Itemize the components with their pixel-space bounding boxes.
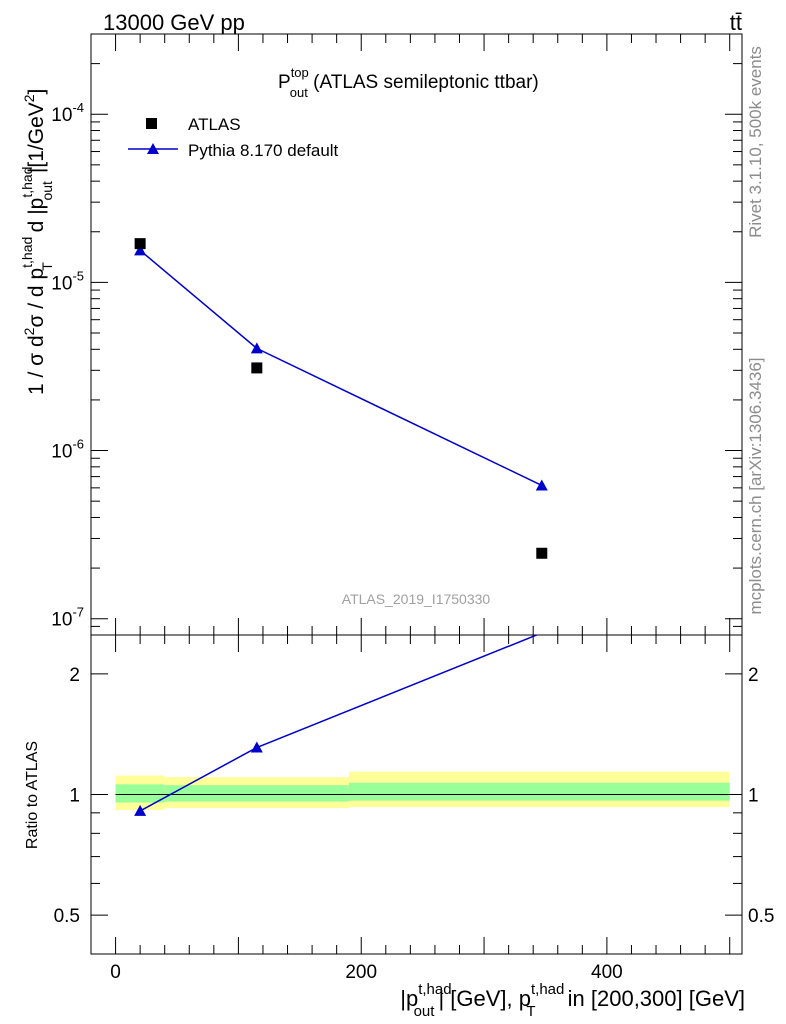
ratio-y-tick-label-right: 1 <box>748 786 759 807</box>
ratio-band-inner <box>164 785 349 802</box>
main-y-tick-label: 10-6 <box>51 437 84 463</box>
pythia-line <box>139 249 543 487</box>
ratio-bands <box>115 771 730 810</box>
ratio-x-tick-label: 200 <box>345 962 377 983</box>
ratio-xlabel: |pt,had out| [GeV], pt,had T in [200,300] … <box>400 981 745 1020</box>
ratio-y-tick-label: 2 <box>69 665 80 686</box>
ratio-pythia-point <box>250 741 263 753</box>
atlas-point <box>134 238 146 250</box>
tick-labels: 10-7 10-6 10-5 10-4 0 200 400 0.5 0.5 1 1 2 2 <box>51 100 774 983</box>
legend-marker-pythia <box>147 143 159 154</box>
ratio-y-tick-label: 1 <box>69 786 80 807</box>
legend: ATLAS Pythia 8.170 default <box>128 115 339 160</box>
main-y-tick-label: 10-7 <box>51 605 84 631</box>
pythia-point <box>134 244 147 256</box>
ratio-pythia-point <box>134 804 147 816</box>
legend-label-pythia: Pythia 8.170 default <box>188 141 339 160</box>
atlas-point <box>536 547 548 559</box>
ratio-y-tick-label-right: 0.5 <box>748 906 774 927</box>
ratio-ylabel: Ratio to ATLAS <box>24 741 41 849</box>
process-label: tt̄ <box>730 10 742 35</box>
axis-ticks <box>91 34 742 954</box>
ratio-x-tick-label: 0 <box>110 962 121 983</box>
ratio-band-inner <box>115 784 165 803</box>
ratio-y-tick-label: 0.5 <box>54 906 80 927</box>
main-marks <box>134 238 548 559</box>
pythia-point <box>250 342 263 354</box>
main-y-tick-label: 10-4 <box>51 100 84 126</box>
main-title: Ptop out (ATLAS semileptonic ttbar) <box>278 65 539 100</box>
analysis-watermark: ATLAS_2019_I1750330 <box>342 591 491 607</box>
ratio-marks <box>134 635 539 816</box>
main-ylabel: 1 / σ d2σ / d pt,had T d |pt,had out|[1/Ge… <box>19 89 55 395</box>
mcplots-label: mcplots.cern.ch [arXiv:1306.3436] <box>746 357 765 614</box>
legend-marker-atlas <box>146 118 157 129</box>
rivet-label: Rivet 3.1.10, 500k events <box>746 46 765 238</box>
atlas-point <box>251 362 263 374</box>
main-y-tick-label: 10-5 <box>51 268 84 294</box>
energy-label: 13000 GeV pp <box>103 10 245 35</box>
ratio-x-tick-label: 400 <box>591 962 623 983</box>
ratio-y-tick-label-right: 2 <box>748 665 759 686</box>
legend-label-atlas: ATLAS <box>188 115 241 134</box>
ratio-band-inner <box>348 782 730 801</box>
pythia-point <box>535 479 548 491</box>
